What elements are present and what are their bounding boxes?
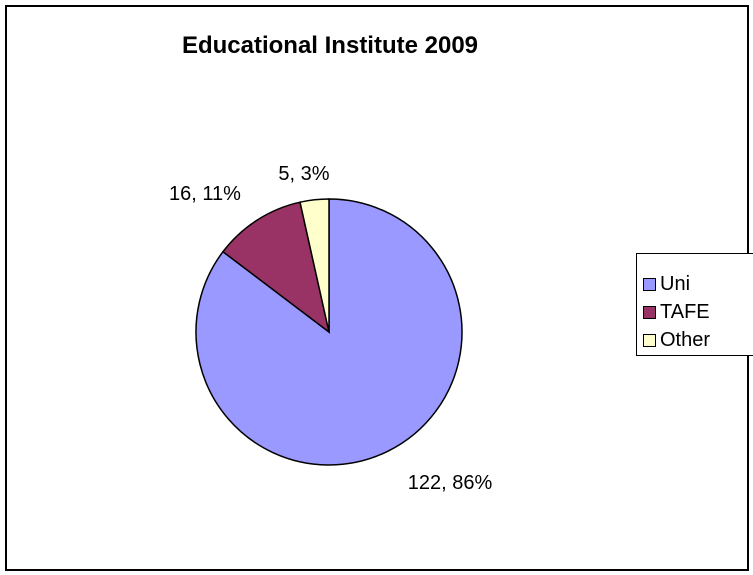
data-label-uni: 122, 86%	[408, 472, 493, 494]
chart-title: Educational Institute 2009	[181, 32, 479, 59]
legend-swatch-other	[643, 333, 656, 347]
legend-item-tafe: TAFE	[643, 300, 710, 324]
data-label-other: 5, 3%	[278, 163, 329, 185]
legend: Uni TAFE Other	[636, 253, 753, 356]
legend-label-uni: Uni	[660, 272, 691, 295]
legend-swatch-tafe	[643, 305, 656, 319]
pie-slice-other	[299, 198, 330, 333]
legend-label-tafe: TAFE	[660, 300, 710, 323]
data-label-tafe: 16, 11%	[169, 183, 241, 205]
pie-slice-uni	[195, 198, 463, 466]
legend-swatch-uni	[643, 277, 656, 291]
legend-item-other: Other	[643, 328, 710, 352]
pie-slice-tafe	[221, 201, 331, 334]
legend-item-uni: Uni	[643, 272, 690, 296]
legend-label-other: Other	[660, 328, 711, 351]
